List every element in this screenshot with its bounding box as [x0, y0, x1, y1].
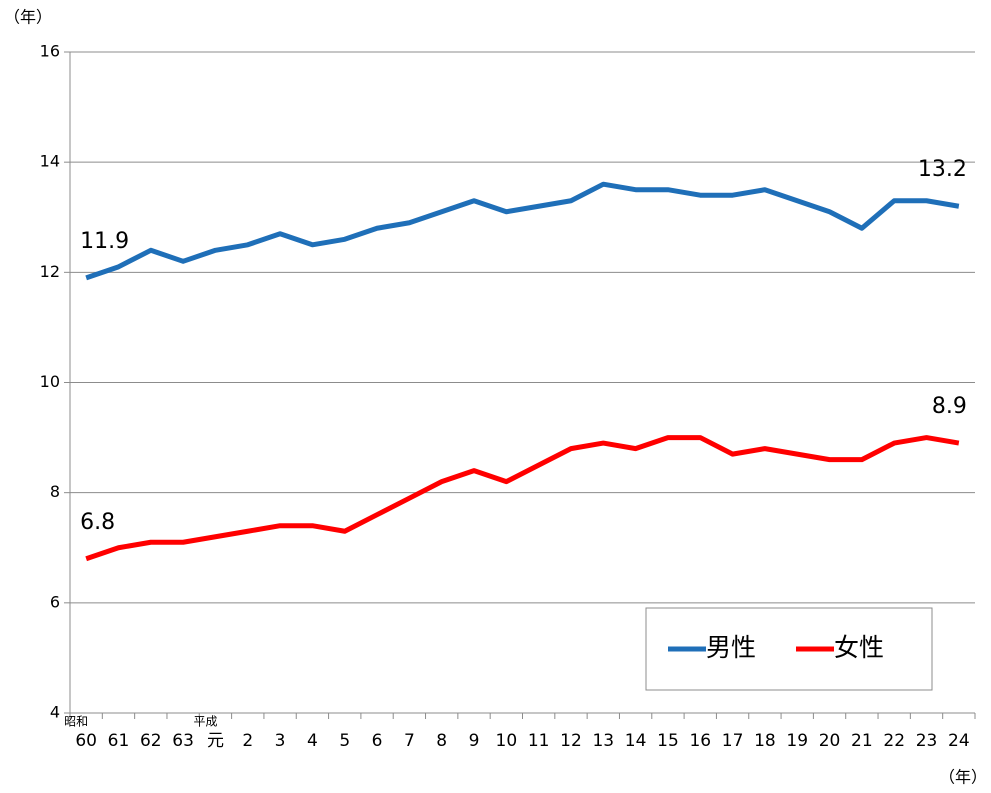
- era-label: 平成: [193, 715, 217, 729]
- data-label: 6.8: [80, 510, 115, 535]
- x-tick-label: 6: [372, 731, 383, 751]
- x-tick-label: 22: [883, 731, 905, 751]
- x-tick-label: 10: [496, 731, 518, 751]
- x-tick-label: 62: [140, 731, 162, 751]
- y-tick-label: 14: [40, 152, 60, 171]
- x-tick-label: 61: [108, 731, 130, 751]
- x-tick-label: 18: [754, 731, 776, 751]
- y-tick-label: 12: [40, 262, 60, 281]
- x-tick-label: 63: [172, 731, 194, 751]
- x-tick-label: 21: [851, 731, 873, 751]
- data-label: 13.2: [918, 157, 967, 182]
- series-line: [85, 435, 960, 562]
- x-tick-label: 元: [207, 731, 224, 751]
- x-tick-label: 5: [339, 731, 350, 751]
- x-tick-label: 11: [528, 731, 550, 751]
- data-label: 8.9: [932, 394, 967, 419]
- x-axis-label: （年）: [939, 768, 987, 787]
- x-tick-label: 15: [657, 731, 679, 751]
- x-tick-label: 17: [722, 731, 744, 751]
- x-tick-label: 2: [242, 731, 253, 751]
- y-axis-label: （年）: [4, 8, 52, 27]
- series-line: [85, 181, 960, 281]
- x-tick-label: 60: [75, 731, 97, 751]
- data-label: 11.9: [80, 229, 129, 254]
- y-tick-label: 8: [50, 482, 60, 501]
- x-tick-label: 16: [689, 731, 711, 751]
- x-tick-label: 13: [592, 731, 614, 751]
- x-tick-label: 20: [819, 731, 841, 751]
- x-tick-label: 14: [625, 731, 647, 751]
- era-label: 昭和: [64, 715, 88, 729]
- x-tick-label: 3: [275, 731, 286, 751]
- legend-label: 女性: [834, 633, 884, 662]
- x-tick-label: 9: [469, 731, 480, 751]
- legend-label: 男性: [706, 633, 756, 662]
- x-tick-label: 23: [916, 731, 938, 751]
- y-tick-label: 4: [50, 703, 60, 722]
- x-tick-label: 24: [948, 731, 970, 751]
- x-tick-label: 8: [436, 731, 447, 751]
- x-tick-label: 12: [560, 731, 582, 751]
- y-tick-label: 16: [40, 42, 60, 61]
- y-tick-label: 6: [50, 592, 60, 611]
- x-tick-label: 7: [404, 731, 415, 751]
- x-tick-label: 19: [786, 731, 808, 751]
- y-tick-label: 10: [40, 372, 60, 391]
- x-tick-label: 4: [307, 731, 318, 751]
